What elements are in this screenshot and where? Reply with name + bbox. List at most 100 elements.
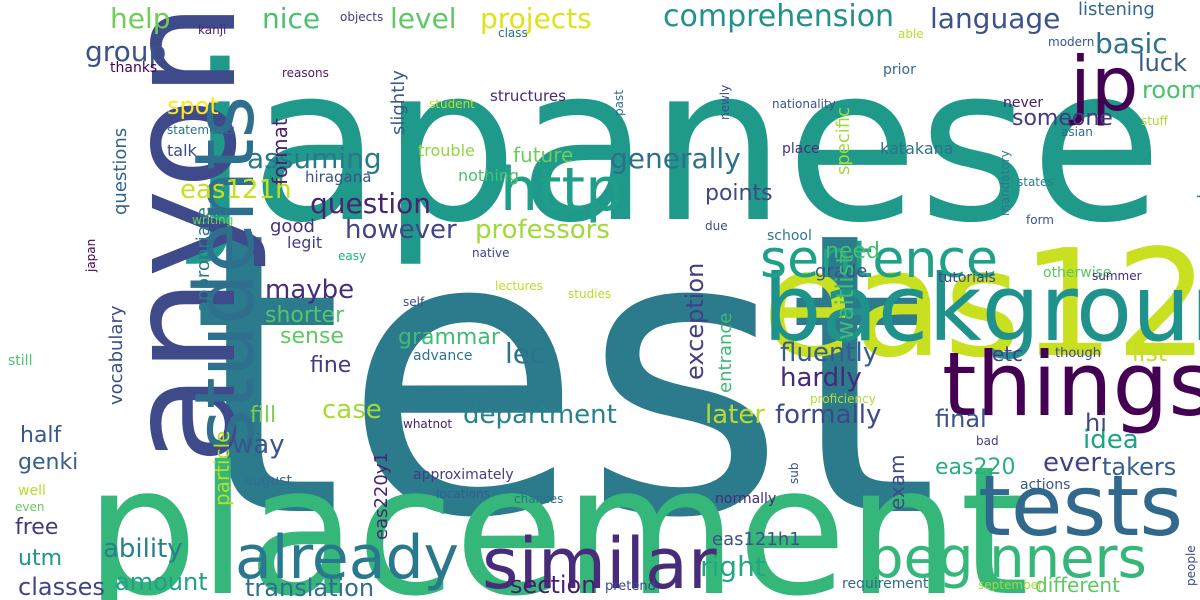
word-past: past xyxy=(612,90,626,116)
word-whatnot: whatnot xyxy=(403,416,453,431)
word-ever: ever xyxy=(1043,447,1102,478)
word-generally: generally xyxy=(610,142,741,176)
word-legit: legit xyxy=(287,232,323,252)
word-fine: fine xyxy=(310,352,352,378)
word-newly: newly xyxy=(718,84,732,120)
word-help: help xyxy=(110,2,171,36)
word-spot: spot xyxy=(167,92,219,121)
word-utm: utm xyxy=(18,545,62,571)
word-eas121h: eas121h xyxy=(180,174,292,205)
word-requirement: requirement xyxy=(842,576,929,593)
word-approximately: approximately xyxy=(413,467,514,484)
word-vocabulary: vocabulary xyxy=(106,305,127,405)
word-able: able xyxy=(898,26,924,41)
word-kanji: kanji xyxy=(198,22,227,37)
word-placement: placement xyxy=(85,428,1030,600)
word-class: class xyxy=(498,25,528,40)
word-structures: structures xyxy=(490,87,566,106)
word-statements: statements xyxy=(167,122,236,137)
word-asian: asian xyxy=(1061,124,1093,139)
word-way: way xyxy=(232,429,285,460)
word-actions: actions xyxy=(1020,477,1071,494)
word-jp: jp xyxy=(1070,39,1139,128)
word-well: well xyxy=(18,483,46,500)
word-department: department xyxy=(463,399,617,430)
word-translation: translation xyxy=(245,574,375,600)
word-exam: exam xyxy=(885,454,909,510)
word-japanese: japanese xyxy=(190,19,1163,271)
word-assuming: assuming xyxy=(247,142,382,176)
word-locations: locations xyxy=(436,486,490,501)
word-maybe: maybe xyxy=(265,274,355,305)
word-japan: japan xyxy=(84,238,98,272)
word-reasons: reasons xyxy=(282,65,329,80)
word-student: student xyxy=(429,96,475,111)
word-http: http xyxy=(500,155,624,226)
word-things: things xyxy=(942,333,1200,437)
word-mandatory: mandatory xyxy=(998,150,1012,216)
word-exception: exception xyxy=(681,262,709,380)
word-nothing: nothing xyxy=(458,165,520,185)
word-particle: particle xyxy=(210,430,234,506)
word-entrance: entrance xyxy=(715,312,736,393)
word-shorter: shorter xyxy=(265,302,345,328)
word-bad: bad xyxy=(976,433,999,448)
word-never: never xyxy=(1003,95,1044,112)
word-listening: listening xyxy=(1078,0,1155,20)
word-katakana: katakana xyxy=(880,138,954,158)
word-easy: easy xyxy=(338,248,367,263)
word-eas120: eas120 xyxy=(762,217,1200,390)
word-sense: sense xyxy=(280,323,344,349)
word-modern: modern xyxy=(1048,34,1095,49)
word-hiragana: hiragana xyxy=(305,168,372,187)
word-fluently: fluently xyxy=(780,337,879,368)
word-language: language xyxy=(930,2,1061,36)
word-projects: projects xyxy=(480,2,592,36)
word-summer: summer xyxy=(1092,268,1142,283)
word-fill: fill xyxy=(250,402,277,428)
word-hardly: hardly xyxy=(780,362,862,393)
word-self: self xyxy=(403,294,425,309)
word-tutorials: tutorials xyxy=(938,270,996,287)
word-half: half xyxy=(20,422,62,448)
word-right: right xyxy=(700,550,766,584)
word-lectures: lectures xyxy=(495,278,543,293)
word-eas220: eas220 xyxy=(935,454,1016,480)
word-eas121h1: eas121h1 xyxy=(712,528,801,550)
word-questions: questions xyxy=(110,127,131,215)
word-professors: professors xyxy=(475,214,610,245)
word-group: group xyxy=(85,35,167,69)
word-different: different xyxy=(1035,573,1120,598)
word-format: format xyxy=(268,118,292,185)
word-already: already xyxy=(235,523,460,594)
word-pretend: pretend xyxy=(605,578,656,594)
word-luck: luck xyxy=(1138,49,1187,78)
word-however: however xyxy=(345,214,457,245)
word-september: september xyxy=(978,577,1043,592)
word-people: people xyxy=(1184,545,1198,586)
word-etc: etc xyxy=(992,342,1024,367)
word-classes: classes xyxy=(18,573,105,600)
word-someone: someone xyxy=(1012,105,1113,131)
word-sub: sub xyxy=(787,462,801,484)
word-points: points xyxy=(705,180,773,206)
word-hi: hi xyxy=(1085,409,1107,438)
word-school: school xyxy=(767,228,812,245)
word-sentence: sentence xyxy=(760,230,998,291)
word-thanks: thanks xyxy=(110,60,158,77)
word-nationality: nationality xyxy=(772,96,836,111)
word-list: list xyxy=(1132,339,1168,368)
word-good: good xyxy=(270,215,315,237)
word-due: due xyxy=(705,218,728,233)
word-normally: normally xyxy=(715,491,777,508)
word-specific: specific xyxy=(833,106,854,175)
word-objects: objects xyxy=(340,9,384,24)
word-ability: ability xyxy=(103,533,183,564)
word-room: room xyxy=(1142,76,1200,105)
word-though: though xyxy=(1055,345,1102,361)
word-talk: talk xyxy=(167,140,197,160)
word-tests: tests xyxy=(978,457,1184,556)
word-section: section xyxy=(510,571,597,600)
word-waitlist: waitlist xyxy=(831,254,859,340)
word-advance: advance xyxy=(413,348,473,365)
